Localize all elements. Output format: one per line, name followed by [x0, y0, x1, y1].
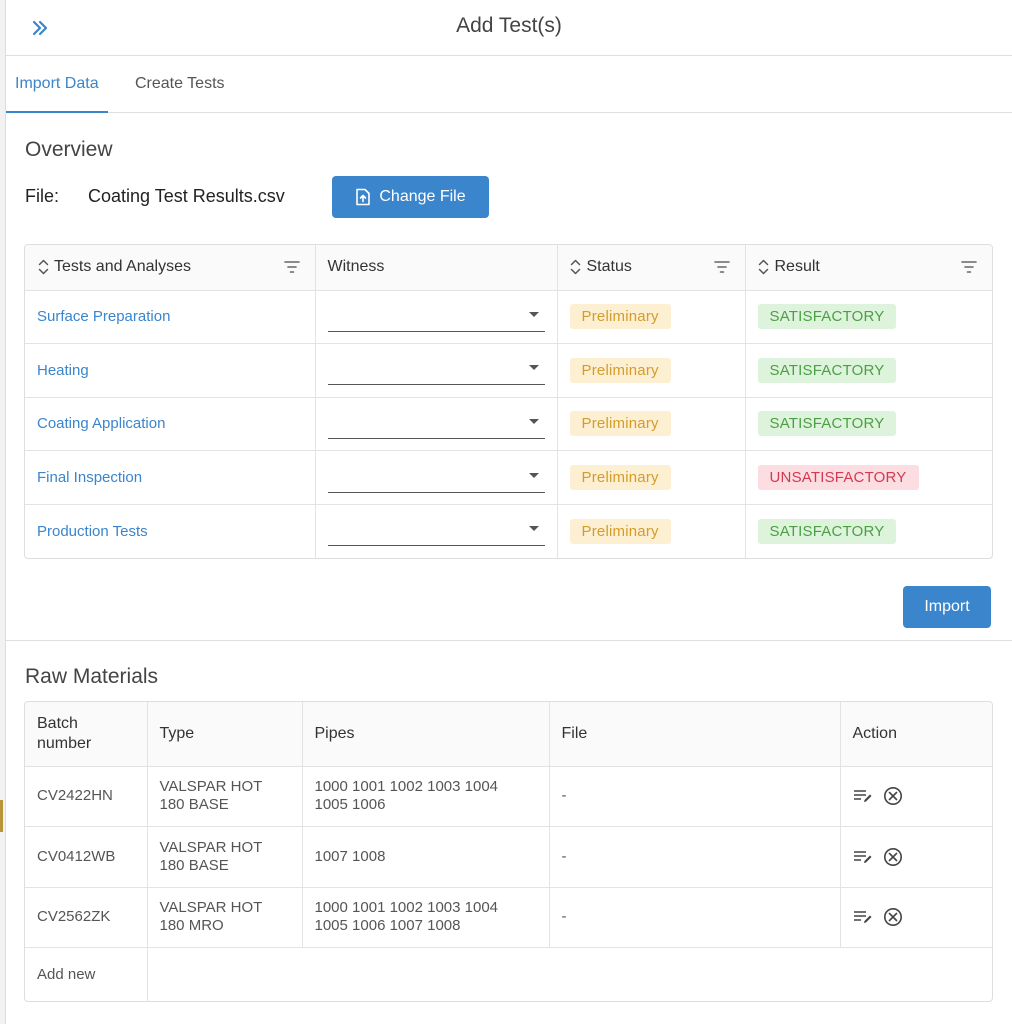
file-cell: - — [549, 887, 841, 948]
section-divider — [6, 640, 1012, 641]
status-badge: Preliminary — [569, 518, 671, 544]
dropdown-arrow-icon — [528, 472, 539, 478]
tests-table: Tests and Analyses Witness Status — [24, 244, 993, 559]
table-row: CV2422HN VALSPAR HOT 180 BASE 1000 1001 … — [25, 766, 992, 827]
test-link[interactable]: Surface Preparation — [37, 308, 171, 326]
dialog-title: Add Test(s) — [456, 14, 562, 37]
witness-dropdown[interactable] — [327, 467, 545, 493]
test-link[interactable]: Coating Application — [37, 415, 166, 433]
file-row: File: Coating Test Results.csv Change Fi… — [25, 176, 625, 218]
column-header-label: Tests and Analyses — [54, 258, 191, 276]
result-badge: UNSATISFACTORY — [757, 465, 919, 491]
result-badge: SATISFACTORY — [757, 357, 897, 383]
table-row: Coating Application Preliminary SATISFAC… — [25, 397, 992, 452]
add-new-row: Add new — [25, 947, 992, 1001]
type-cell: VALSPAR HOT 180 BASE — [147, 826, 303, 888]
action-cell — [840, 766, 992, 827]
column-header-type: Type — [147, 702, 303, 767]
column-header-label: Witness — [327, 258, 385, 276]
pipes-cell: 1000 1001 1002 1003 1004 1005 1006 — [302, 766, 550, 827]
column-header-tests[interactable]: Tests and Analyses — [25, 245, 316, 291]
file-cell: - — [549, 826, 841, 888]
result-badge: SATISFACTORY — [757, 518, 897, 544]
tab-import-data[interactable]: Import Data — [6, 56, 108, 113]
dialog-header: Add Test(s) — [6, 0, 1012, 56]
column-header-file: File — [549, 702, 841, 767]
batch-cell: CV2562ZK — [25, 887, 148, 948]
dropdown-arrow-icon — [528, 365, 539, 371]
column-header-action: Action — [840, 702, 992, 767]
column-header-pipes: Pipes — [302, 702, 550, 767]
table-row: CV2562ZK VALSPAR HOT 180 MRO 1000 1001 1… — [25, 887, 992, 948]
filter-icon[interactable] — [283, 259, 301, 275]
edit-icon[interactable] — [853, 786, 874, 807]
raw-materials-table: Batch number Type Pipes File Action CV24… — [24, 701, 993, 1002]
table-row: Heating Preliminary SATISFACTORY — [25, 343, 992, 398]
table-row: Production Tests Preliminary SATISFACTOR… — [25, 504, 992, 558]
test-link[interactable]: Production Tests — [37, 522, 148, 540]
witness-dropdown[interactable] — [327, 413, 545, 439]
sort-icon[interactable] — [37, 257, 49, 277]
remove-icon[interactable] — [883, 786, 904, 807]
dropdown-arrow-icon — [528, 311, 539, 317]
change-file-label: Change File — [379, 188, 466, 205]
test-link[interactable]: Final Inspection — [37, 469, 143, 487]
tab-create-tests[interactable]: Create Tests — [135, 75, 225, 92]
file-cell: - — [549, 766, 841, 827]
column-header-status[interactable]: Status — [557, 245, 746, 291]
file-upload-icon — [356, 188, 371, 206]
dropdown-arrow-icon — [528, 418, 539, 424]
table-row: Surface Preparation Preliminary SATISFAC… — [25, 290, 992, 345]
remove-icon[interactable] — [883, 846, 904, 867]
test-link[interactable]: Heating — [37, 361, 89, 379]
table-row: Final Inspection Preliminary UNSATISFACT… — [25, 450, 992, 505]
action-cell — [840, 887, 992, 948]
expand-button[interactable] — [26, 14, 54, 42]
add-new-link[interactable]: Add new — [37, 965, 96, 983]
column-header-batch: Batch number — [25, 702, 148, 767]
witness-dropdown[interactable] — [327, 520, 545, 547]
batch-cell: CV0412WB — [25, 826, 148, 888]
sort-icon[interactable] — [570, 257, 582, 277]
status-badge: Preliminary — [569, 304, 671, 330]
edit-icon[interactable] — [853, 846, 874, 867]
column-header-result[interactable]: Result — [745, 245, 992, 291]
dropdown-arrow-icon — [528, 526, 539, 532]
file-label: File: — [25, 186, 60, 206]
table-row: CV0412WB VALSPAR HOT 180 BASE 1007 1008 … — [25, 826, 992, 888]
sort-icon[interactable] — [758, 257, 770, 277]
edit-icon[interactable] — [853, 907, 874, 928]
batch-cell: CV2422HN — [25, 766, 148, 827]
status-badge: Preliminary — [569, 411, 671, 437]
column-header-label: Status — [586, 258, 632, 276]
result-badge: SATISFACTORY — [757, 304, 897, 330]
column-header-witness: Witness — [315, 245, 558, 291]
witness-dropdown[interactable] — [327, 306, 545, 332]
pipes-cell: 1000 1001 1002 1003 1004 1005 1006 1007 … — [302, 887, 550, 948]
tab-bar: Import Data Create Tests — [6, 56, 1012, 113]
left-edge-panel — [0, 0, 6, 1024]
overview-title: Overview — [25, 138, 113, 161]
action-cell — [840, 826, 992, 888]
file-name: Coating Test Results.csv — [88, 186, 285, 206]
type-cell: VALSPAR HOT 180 BASE — [147, 766, 303, 827]
witness-dropdown[interactable] — [327, 359, 545, 386]
filter-icon[interactable] — [713, 259, 731, 275]
raw-materials-title: Raw Materials — [25, 665, 159, 688]
change-file-button[interactable]: Change File — [332, 176, 489, 218]
status-badge: Preliminary — [569, 465, 671, 491]
remove-icon[interactable] — [883, 907, 904, 928]
column-header-label: Result — [774, 258, 820, 276]
filter-icon[interactable] — [960, 259, 978, 275]
pipes-cell: 1007 1008 — [302, 826, 550, 888]
import-button[interactable]: Import — [903, 586, 991, 628]
status-badge: Preliminary — [569, 357, 671, 383]
type-cell: VALSPAR HOT 180 MRO — [147, 887, 303, 948]
left-edge-marker — [0, 800, 3, 832]
result-badge: SATISFACTORY — [757, 411, 897, 437]
double-chevron-right-icon — [32, 20, 48, 36]
